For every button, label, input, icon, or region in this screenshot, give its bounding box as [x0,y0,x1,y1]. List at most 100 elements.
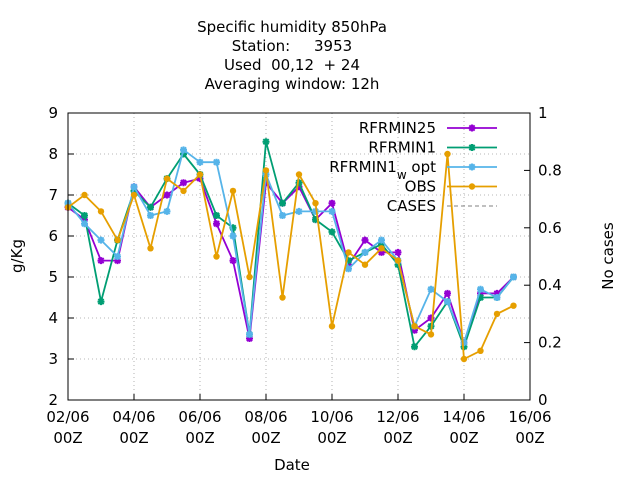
x-tick-label: 06/06 [178,408,221,426]
data-point [295,179,303,187]
data-point [246,273,253,281]
data-point [81,212,88,219]
series-line [67,153,514,360]
data-point [97,236,105,244]
y-tick-label: 9 [48,104,58,122]
data-point [229,187,237,195]
data-point [345,249,352,256]
data-point [510,273,517,281]
data-point [411,323,418,330]
x-tick-label: 02/06 [46,408,89,426]
data-point [196,171,204,178]
data-point [411,326,418,334]
legend-entry: RFRMIN25 [359,119,497,137]
data-point [246,335,253,342]
legend-marker [468,144,476,151]
data-point [312,216,319,224]
data-point [81,220,88,228]
data-point [427,314,435,322]
data-point [361,236,369,244]
data-point [460,343,468,351]
data-point [444,298,451,306]
series-line [67,140,515,348]
y-tick-label: 4 [48,309,58,327]
data-point [130,183,138,191]
y-axis-ticks: 2 3 4 5 6 7 8 9 [48,104,74,409]
x-tick-label: 16/06 [508,408,551,426]
data-point [328,199,336,207]
data-point [312,207,319,215]
y-tick-label: 5 [48,268,58,286]
data-point [328,228,336,236]
x-tick-label: 14/06 [442,408,485,426]
data-point [163,175,171,182]
x-tick-label-hour: 00Z [383,429,412,447]
legend-label: OBS [405,178,436,196]
x-tick-label: 04/06 [112,408,155,426]
y2-tick-label: 0 [538,391,548,409]
series-line [67,177,515,344]
series-group [64,138,517,363]
data-point [345,265,352,273]
legend-marker [468,183,476,190]
y-tick-label: 8 [48,145,58,163]
data-point [279,199,286,207]
y2-tick-label: 0.8 [538,161,562,179]
data-point [97,298,105,306]
data-point [460,339,468,347]
data-point [196,158,204,166]
title-line: Averaging window: 12h [205,75,380,93]
y2-axis-label: No cases [599,222,617,290]
data-point [213,158,220,166]
data-point [213,212,220,219]
data-point [328,207,336,215]
y-tick-label: 3 [48,350,58,368]
x-tick-label: 08/06 [244,408,287,426]
y-tick-label: 6 [48,227,58,245]
series-4 [64,150,517,363]
data-point [229,232,237,240]
data-point [229,257,237,265]
data-point [328,323,336,330]
data-point [114,253,121,260]
legend-entry: CASES [387,197,497,215]
data-point [229,224,237,232]
data-point [147,245,154,252]
data-point [279,212,286,219]
data-point [295,171,303,178]
y-axis-label: g/Kg [8,239,26,273]
y-tick-label: 7 [48,186,58,204]
y2-tick-label: 0.6 [538,219,562,237]
data-point [345,261,352,269]
grid [68,113,530,400]
data-point [378,236,385,244]
data-point [180,150,187,158]
data-point [444,150,451,158]
data-point [444,289,451,297]
data-point [97,257,105,265]
x-tick-label-hour: 00Z [449,429,478,447]
data-point [97,208,105,215]
x-tick-label: 12/06 [376,408,419,426]
data-point [361,261,369,268]
data-point [477,294,484,301]
legend-label: RFRMIN25 [359,119,436,137]
data-point [81,191,88,199]
title-line: Station: 3953 [232,37,352,55]
data-point [378,248,385,256]
x-tick-label-hour: 00Z [317,429,346,447]
data-point [147,212,154,219]
x-axis-label: Date [274,456,310,474]
data-point [262,167,270,174]
legend-entry: OBS [405,178,497,196]
title-line: Specific humidity 850hPa [197,18,387,36]
y2-tick-label: 1 [538,104,548,122]
data-point [427,331,435,338]
x-tick-label-hour: 00Z [515,429,544,447]
data-point [163,207,171,215]
data-point [180,179,187,187]
data-point [493,294,501,301]
